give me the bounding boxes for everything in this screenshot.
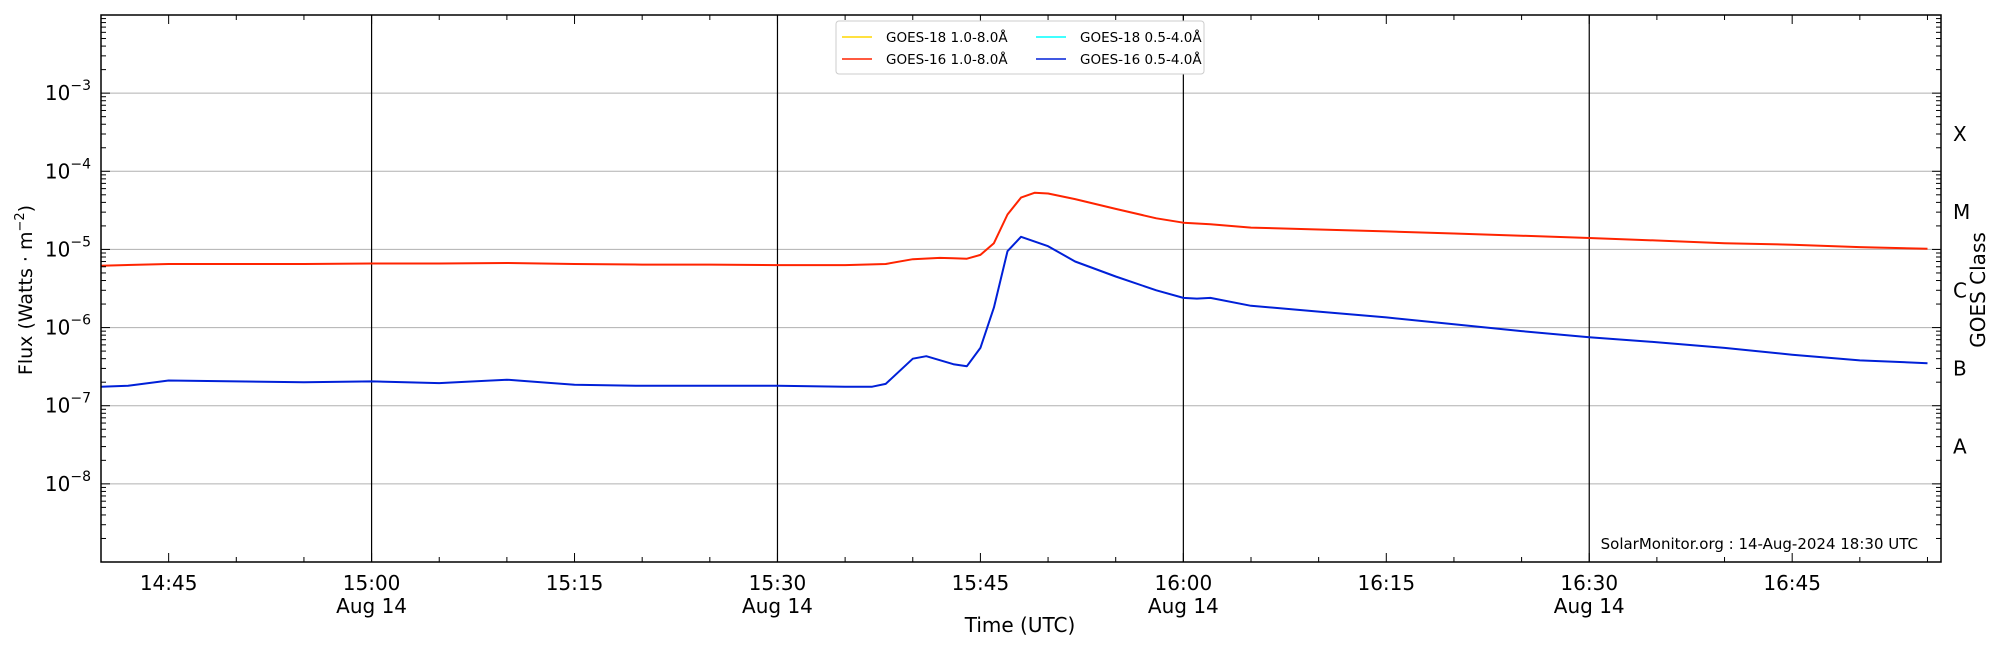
- x-tick-date-label: Aug 14: [336, 594, 407, 618]
- series-line: [100, 235, 1928, 388]
- y-tick-label: 10−8: [45, 469, 91, 496]
- legend-label: GOES-18 0.5-4.0Å: [1080, 29, 1202, 46]
- x-tick-label: 15:15: [546, 571, 604, 595]
- y-axis-label: Flux (Watts · m−2): [13, 205, 37, 375]
- x-tick-date-label: Aug 14: [1554, 594, 1625, 618]
- legend-label: GOES-16 0.5-4.0Å: [1080, 51, 1202, 68]
- x-tick-label: 15:30: [749, 571, 807, 595]
- y-tick-label: 10−6: [45, 313, 91, 340]
- y2-axis-label: GOES Class: [1966, 232, 1990, 348]
- legend-label: GOES-18 1.0-8.0Å: [886, 29, 1008, 46]
- goes-class-label: A: [1953, 435, 1967, 459]
- series-lines: [100, 191, 1928, 388]
- legend-label: GOES-16 1.0-8.0Å: [886, 51, 1008, 68]
- x-tick-label: 16:30: [1560, 571, 1618, 595]
- goes-class-label: M: [1953, 200, 1970, 224]
- x-tick-label: 16:00: [1155, 571, 1213, 595]
- y-tick-label: 10−3: [45, 78, 91, 105]
- y-tick-label: 10−7: [45, 391, 91, 418]
- legend-box: [835, 20, 1205, 75]
- series-line: [100, 191, 1928, 267]
- goes-class-label: C: [1953, 278, 1967, 302]
- y-tick-label: 10−4: [45, 156, 91, 183]
- goes-class-label: B: [1953, 356, 1967, 380]
- x-tick-date-label: Aug 14: [1148, 594, 1219, 618]
- y-axis-ticks: 10−8 10−7 10−6 10−5 10−4 10−3: [45, 18, 1941, 563]
- horizontal-grid: [101, 92, 1941, 485]
- x-tick-label: 14:45: [140, 571, 198, 595]
- goes-class-label: X: [1953, 122, 1967, 146]
- day-boundary-lines: [370, 15, 1590, 562]
- goes-class-labels: A B C M X: [1953, 122, 1970, 459]
- x-tick-label: 16:15: [1357, 571, 1415, 595]
- legend: GOES-18 1.0-8.0Å GOES-16 1.0-8.0Å GOES-18 …: [835, 20, 1205, 75]
- x-tick-date-label: Aug 14: [742, 594, 813, 618]
- x-tick-label: 15:45: [952, 571, 1010, 595]
- source-annotation: SolarMonitor.org : 14-Aug-2024 18:30 UTC: [1601, 535, 1918, 553]
- x-tick-label: 15:00: [343, 571, 401, 595]
- y-tick-label: 10−5: [45, 234, 91, 261]
- plot-frame: [100, 14, 1942, 563]
- x-tick-label: 16:45: [1763, 571, 1821, 595]
- x-axis-label: Time (UTC): [964, 613, 1076, 637]
